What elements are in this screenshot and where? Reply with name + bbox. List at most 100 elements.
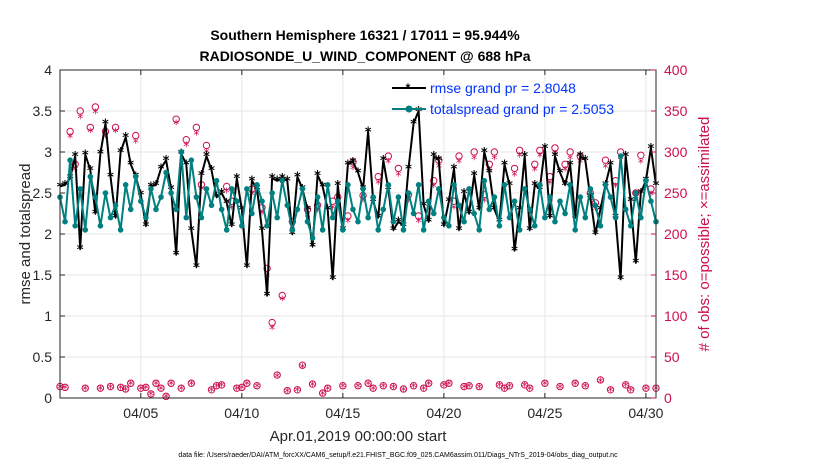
totalspread-point <box>193 194 200 200</box>
obs-possible-point <box>106 382 115 391</box>
totalspread-point <box>542 214 548 221</box>
totalspread-point <box>572 227 578 233</box>
rmse-point: * <box>405 162 412 177</box>
totalspread-point <box>233 198 240 204</box>
obs-possible-point <box>536 146 544 155</box>
obs-assimilated-point: * <box>491 153 497 167</box>
obs-assimilated-point: * <box>608 385 614 399</box>
totalspread-point <box>163 169 169 176</box>
obs-possible-point <box>531 160 539 169</box>
obs-possible-point <box>490 148 499 156</box>
rmse-point: * <box>213 191 220 206</box>
totalspread-point <box>526 206 533 213</box>
obs-assimilated-point: * <box>456 156 462 170</box>
totalspread-point <box>481 177 488 184</box>
y-right-tick-label: 50 <box>664 349 680 365</box>
obs-assimilated-point: * <box>416 216 422 230</box>
obs-possible-point <box>541 379 549 387</box>
totalspread-point <box>208 202 215 209</box>
rmse-point: * <box>183 158 190 173</box>
totalspread-point <box>415 182 422 188</box>
rmse-point: * <box>562 179 569 194</box>
totalspread-point <box>617 153 624 159</box>
obs-possible-point <box>283 386 291 395</box>
totalspread-point <box>597 223 604 229</box>
rmse-point: * <box>188 224 195 239</box>
obs-assimilated-point: * <box>476 381 482 395</box>
obs-assimilated-point: * <box>431 180 437 194</box>
totalspread-point <box>446 223 452 229</box>
y-left-tick-label: 3.5 <box>33 103 53 119</box>
x-tick-label: 04/10 <box>224 405 259 421</box>
rmse-point: * <box>137 189 144 204</box>
obs-assimilated-point: * <box>330 202 336 216</box>
rmse-point: * <box>466 208 473 223</box>
rmse-point: * <box>203 150 210 165</box>
totalspread-point <box>562 210 568 217</box>
obs-possible-point <box>571 379 579 387</box>
y-axis-left-label: rmse and totalspread <box>17 164 34 305</box>
rmse-point: * <box>481 146 488 161</box>
obs-possible-point <box>526 384 534 392</box>
y-left-tick-label: 0 <box>44 390 52 406</box>
totalspread-point <box>350 206 356 213</box>
totalspread-point <box>400 227 407 233</box>
rmse-point: * <box>531 179 538 194</box>
obs-assimilated-point: * <box>421 383 427 397</box>
obs-possible-point <box>389 382 398 391</box>
obs-assimilated-point: * <box>375 177 381 191</box>
totalspread-point <box>405 190 412 196</box>
obs-assimilated-point: * <box>542 378 548 392</box>
totalspread-point <box>612 214 619 221</box>
obs-possible-point <box>152 379 160 387</box>
obs-possible-point <box>475 382 483 391</box>
y-right-tick-label: 100 <box>664 308 688 324</box>
obs-assimilated-point: * <box>67 131 73 145</box>
rmse-point: * <box>395 216 402 231</box>
totalspread-point <box>355 218 361 225</box>
obs-possible-point <box>440 381 448 389</box>
obs-assimilated-point: * <box>153 378 159 392</box>
rmse-point: * <box>238 203 245 218</box>
x-axis-label: Apr.01,2019 00:00:00 start <box>270 428 448 445</box>
totalspread-point <box>72 223 78 229</box>
rmse-point: * <box>471 169 478 184</box>
obs-possible-point <box>581 382 589 390</box>
obs-possible-point <box>339 382 347 390</box>
obs-assimilated-point: * <box>411 381 417 395</box>
obs-possible-point <box>323 384 332 392</box>
totalspread-point <box>607 194 614 200</box>
obs-possible-point <box>217 381 226 389</box>
totalspread-point <box>254 182 260 188</box>
obs-possible-point <box>132 131 140 140</box>
obs-assimilated-point: * <box>380 381 386 395</box>
obs-assimilated-point: * <box>345 216 351 230</box>
obs-assimilated-point: * <box>158 383 164 397</box>
rmse-point: * <box>552 150 559 165</box>
obs-assimilated-point: * <box>168 378 174 392</box>
rmse-point: * <box>77 243 84 258</box>
obs-possible-point <box>86 123 95 132</box>
obs-possible-point <box>425 379 433 387</box>
totalspread-point <box>547 194 553 200</box>
obs-assimilated-point: * <box>648 189 654 203</box>
rmse-point: * <box>587 191 594 206</box>
obs-possible-point <box>515 146 524 155</box>
obs-assimilated-point: * <box>87 126 93 140</box>
obs-possible-point <box>116 383 125 392</box>
rmse-point: * <box>228 220 235 235</box>
totalspread-point <box>486 206 493 213</box>
obs-possible-point <box>253 382 261 390</box>
y-right-tick-label: 0 <box>664 390 672 406</box>
obs-assimilated-point: * <box>340 381 346 395</box>
obs-possible-point <box>637 151 645 159</box>
totalspread-point <box>461 218 467 225</box>
totalspread-point <box>627 223 634 229</box>
obs-possible-point <box>409 382 418 390</box>
obs-possible-point <box>187 379 196 387</box>
rmse-point: * <box>516 203 523 218</box>
totalspread-point <box>496 223 503 229</box>
rmse-point: * <box>547 212 554 227</box>
rmse-point: * <box>163 154 170 169</box>
y-right-tick-label: 300 <box>664 144 688 160</box>
